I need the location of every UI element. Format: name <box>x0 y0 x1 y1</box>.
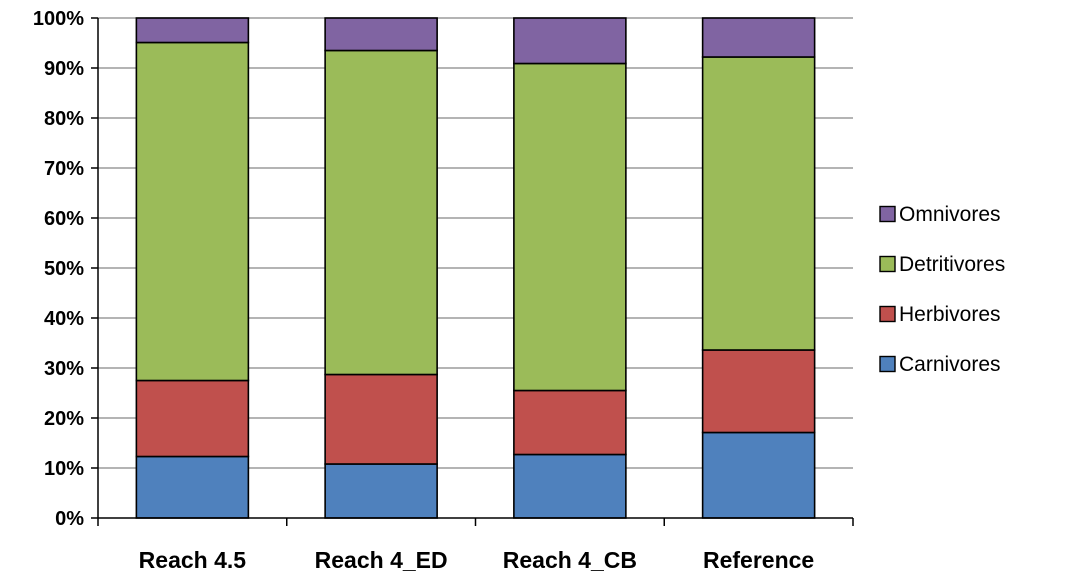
legend-label-detritivores: Detritivores <box>899 253 1005 276</box>
bar-segment-carnivores <box>701 431 816 519</box>
y-tick-label: 0% <box>55 508 84 530</box>
legend-label-herbivores: Herbivores <box>899 303 1001 326</box>
bar-segment-carnivores <box>513 453 627 519</box>
bar-segment-omnivores <box>701 17 816 58</box>
bar-segment-detritivores <box>135 41 250 382</box>
y-tick-label: 100% <box>33 8 84 30</box>
x-category-label: Reach 4_ED <box>315 547 448 573</box>
legend-label-carnivores: Carnivores <box>899 353 1001 376</box>
y-tick-label: 10% <box>44 458 84 480</box>
axes: 0% 10% 20% 30% 40% 50% 60% 70% 80% 90% 100% Reach 4… <box>33 8 854 573</box>
bar-segment-carnivores <box>135 455 250 519</box>
legend-swatch-omnivores <box>879 205 896 223</box>
bar-segment-herbivores <box>513 389 627 456</box>
bar-segment-detritivores <box>701 56 816 351</box>
bar-segment-carnivores <box>324 463 438 519</box>
x-category-label: Reach 4_CB <box>503 547 637 573</box>
legend-swatch-detritivores <box>879 255 896 273</box>
bar-segment-herbivores <box>324 373 438 465</box>
y-tick-label: 90% <box>44 58 84 80</box>
legend-label-omnivores: Omnivores <box>899 203 1001 226</box>
legend-swatch-herbivores <box>879 305 896 323</box>
y-tick-label: 40% <box>44 308 84 330</box>
y-tick-label: 60% <box>44 208 84 230</box>
x-category-label: Reference <box>703 547 814 573</box>
y-tick-label: 20% <box>44 408 84 430</box>
bar-segment-omnivores <box>513 17 627 65</box>
bar-segment-herbivores <box>701 349 816 434</box>
bar-segment-detritivores <box>513 62 627 392</box>
y-tick-label: 70% <box>44 158 84 180</box>
legend-swatch-carnivores <box>879 355 896 373</box>
bar-segment-detritivores <box>324 49 438 376</box>
bar-segment-omnivores <box>135 17 250 44</box>
y-tick-label: 50% <box>44 258 84 280</box>
bar-segment-herbivores <box>135 379 250 458</box>
bar-segment-omnivores <box>324 17 438 52</box>
y-tick-label: 80% <box>44 108 84 130</box>
x-category-label: Reach 4.5 <box>139 547 247 573</box>
bars <box>135 17 816 519</box>
y-tick-label: 30% <box>44 358 84 380</box>
legend: Omnivores Detritivores Herbivores Carnivore… <box>879 203 1005 376</box>
